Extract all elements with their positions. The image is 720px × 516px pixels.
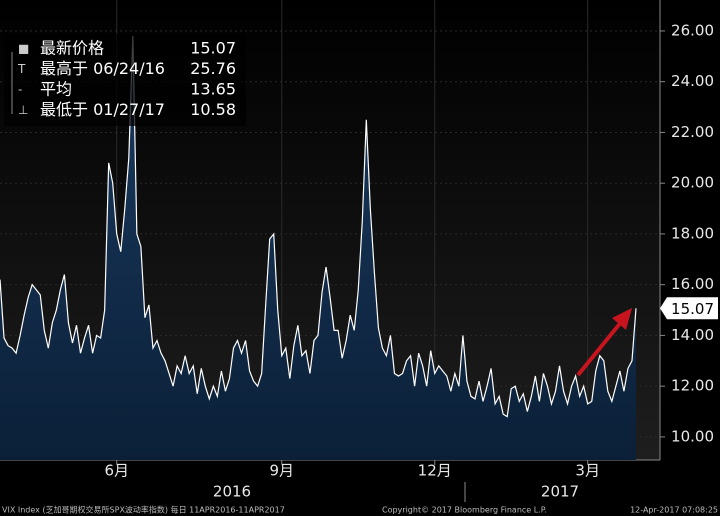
y-tick-label: 14.00 <box>671 326 714 344</box>
footer-left: VIX Index (芝加哥期权交易所SPX波动率指数) 每日 11APR201… <box>2 505 285 515</box>
footer-center: Copyright© 2017 Bloomberg Finance L.P. <box>382 506 547 515</box>
x-tick-label: 3月 <box>575 462 600 480</box>
y-tick-label: 10.00 <box>671 427 714 445</box>
x-tick-label: 9月 <box>269 462 294 480</box>
x-tick-label: 6月 <box>104 462 129 480</box>
legend-value: 10.58 <box>190 100 236 119</box>
y-tick-label: 12.00 <box>671 377 714 395</box>
legend-value: 25.76 <box>190 59 236 78</box>
area-fill <box>0 36 636 460</box>
y-tick-label: 18.00 <box>671 224 714 242</box>
legend-icon: T <box>17 62 26 76</box>
legend-value: 13.65 <box>190 80 236 99</box>
year-label: 2017 <box>541 483 579 501</box>
y-tick-label: 22.00 <box>671 123 714 141</box>
y-tick-label: 20.00 <box>671 174 714 192</box>
legend-label: 最高于 06/24/16 <box>40 59 165 78</box>
arrow-shaft <box>576 319 624 377</box>
y-tick-label: 16.00 <box>671 275 714 293</box>
legend-label: 平均 <box>40 80 72 99</box>
year-label: 2016 <box>213 483 251 501</box>
legend-box <box>4 34 246 126</box>
legend-icon: ■ <box>18 42 29 56</box>
last-value-box <box>660 297 718 320</box>
last-value-label: 15.07 <box>671 300 714 318</box>
legend-label: 最低于 01/27/17 <box>40 100 165 119</box>
line <box>0 36 637 418</box>
arrow-head <box>612 308 632 330</box>
legend-label: 最新价格 <box>40 39 104 58</box>
y-tick-label: 26.00 <box>671 21 714 39</box>
legend-icon: ⊥ <box>18 103 28 117</box>
footer-right: 12-Apr-2017 07:08:25 <box>630 506 718 515</box>
x-tick-label: 12月 <box>418 462 452 480</box>
legend-value: 15.07 <box>190 39 236 58</box>
legend-icon: - <box>18 83 22 97</box>
y-tick-label: 24.00 <box>671 72 714 90</box>
